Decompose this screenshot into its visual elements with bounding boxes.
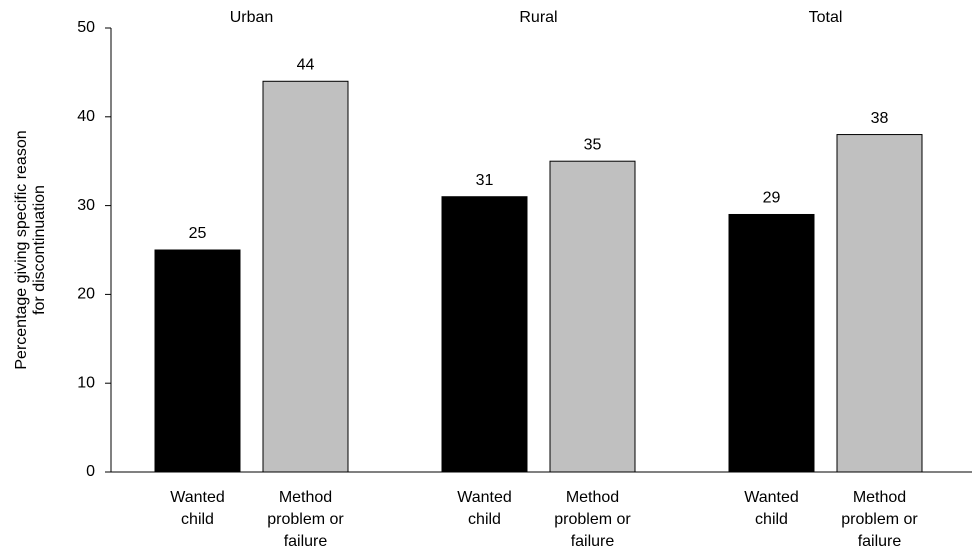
bar <box>154 249 241 473</box>
bar <box>441 196 528 473</box>
group-label: Rural <box>519 9 557 26</box>
value-label: 35 <box>584 136 602 153</box>
y-tick-label: 20 <box>77 286 95 303</box>
value-label: 25 <box>189 225 207 242</box>
x-tick-label: failure <box>284 533 328 550</box>
x-tick-label: problem or <box>554 511 631 528</box>
x-tick-label: Method <box>566 489 619 506</box>
y-tick-label: 10 <box>77 374 95 391</box>
bar <box>549 160 636 473</box>
value-label: 44 <box>297 56 315 73</box>
y-tick-label: 40 <box>77 108 95 125</box>
x-tick-label: child <box>755 511 788 528</box>
bar <box>836 134 923 473</box>
x-tick-label: problem or <box>841 511 918 528</box>
y-tick-label: 0 <box>86 463 95 480</box>
x-tick-label: Method <box>279 489 332 506</box>
x-tick-label: failure <box>858 533 902 550</box>
x-tick-label: child <box>468 511 501 528</box>
x-tick-label: child <box>181 511 214 528</box>
x-tick-label: Method <box>853 489 906 506</box>
group-label: Urban <box>230 9 274 26</box>
y-axis-label: Percentage giving specific reason <box>13 130 30 369</box>
x-tick-label: Wanted <box>744 489 799 506</box>
x-tick-label: Wanted <box>170 489 225 506</box>
x-tick-label: problem or <box>267 511 344 528</box>
group-label: Total <box>809 9 843 26</box>
y-axis-label: for discontinuation <box>31 185 48 315</box>
value-label: 29 <box>763 190 781 207</box>
bar <box>262 80 349 473</box>
x-tick-label: failure <box>571 533 615 550</box>
y-tick-label: 30 <box>77 197 95 214</box>
value-label: 38 <box>871 110 889 127</box>
bar <box>728 213 815 473</box>
x-tick-label: Wanted <box>457 489 512 506</box>
y-tick-label: 50 <box>77 19 95 36</box>
value-label: 31 <box>476 172 494 189</box>
